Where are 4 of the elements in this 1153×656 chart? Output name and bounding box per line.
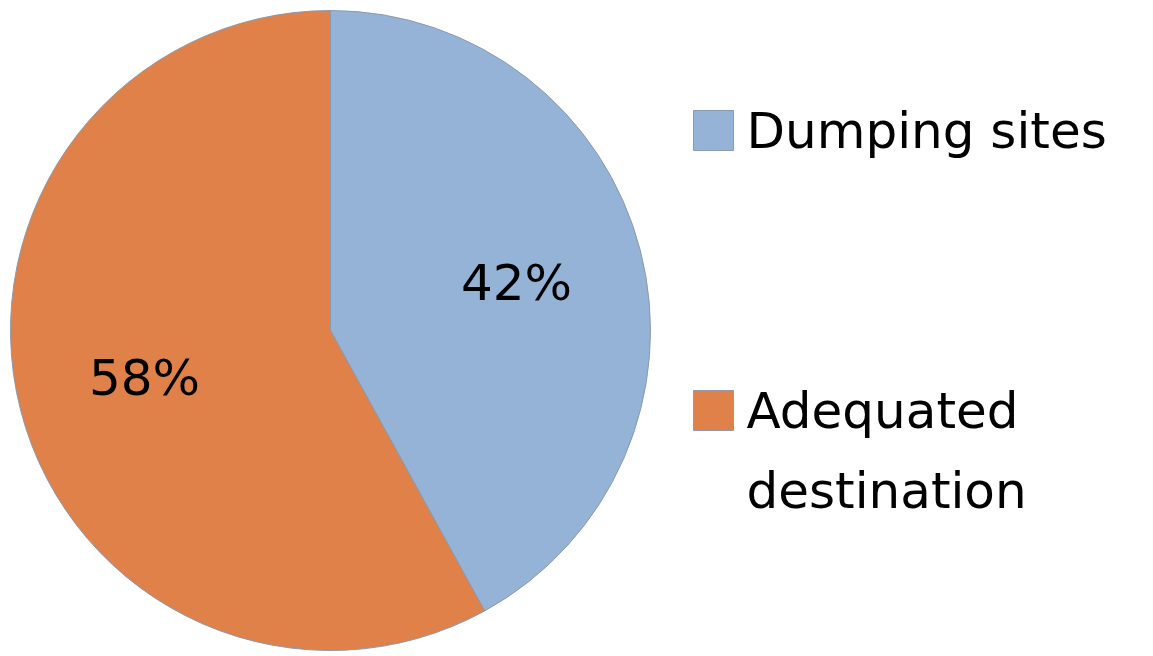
data-label: 58% (88, 349, 201, 408)
data-label: 42% (460, 253, 573, 312)
legend-label: Adequated destination (746, 381, 1027, 520)
legend-label: Dumping sites (746, 101, 1107, 160)
